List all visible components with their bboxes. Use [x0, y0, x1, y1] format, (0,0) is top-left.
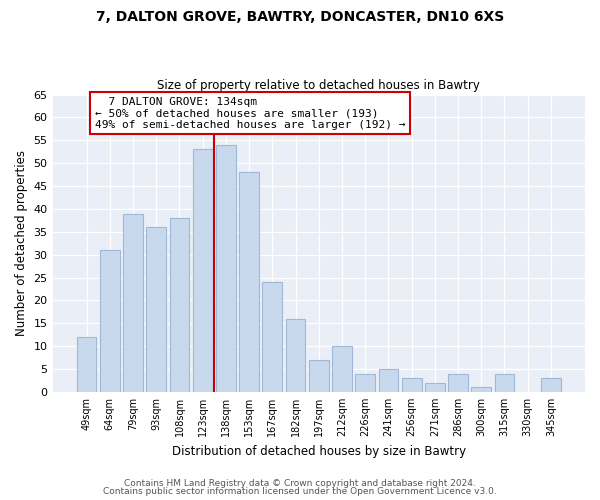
Text: 7, DALTON GROVE, BAWTRY, DONCASTER, DN10 6XS: 7, DALTON GROVE, BAWTRY, DONCASTER, DN10… — [96, 10, 504, 24]
Bar — [425, 383, 445, 392]
Bar — [494, 374, 514, 392]
X-axis label: Distribution of detached houses by size in Bawtry: Distribution of detached houses by size … — [172, 444, 466, 458]
Y-axis label: Number of detached properties: Number of detached properties — [15, 150, 28, 336]
Text: Contains public sector information licensed under the Open Government Licence v3: Contains public sector information licen… — [103, 487, 497, 496]
Bar — [332, 346, 352, 392]
Bar — [448, 374, 468, 392]
Bar — [309, 360, 329, 392]
Title: Size of property relative to detached houses in Bawtry: Size of property relative to detached ho… — [157, 79, 480, 92]
Bar — [216, 145, 236, 392]
Bar — [262, 282, 282, 392]
Bar — [170, 218, 190, 392]
Bar — [472, 388, 491, 392]
Bar — [193, 150, 212, 392]
Text: Contains HM Land Registry data © Crown copyright and database right 2024.: Contains HM Land Registry data © Crown c… — [124, 478, 476, 488]
Text: 7 DALTON GROVE: 134sqm
← 50% of detached houses are smaller (193)
49% of semi-de: 7 DALTON GROVE: 134sqm ← 50% of detached… — [95, 97, 405, 130]
Bar — [239, 172, 259, 392]
Bar — [286, 318, 305, 392]
Bar — [100, 250, 119, 392]
Bar — [355, 374, 375, 392]
Bar — [146, 227, 166, 392]
Bar — [541, 378, 561, 392]
Bar — [379, 369, 398, 392]
Bar — [77, 337, 97, 392]
Bar — [123, 214, 143, 392]
Bar — [402, 378, 422, 392]
